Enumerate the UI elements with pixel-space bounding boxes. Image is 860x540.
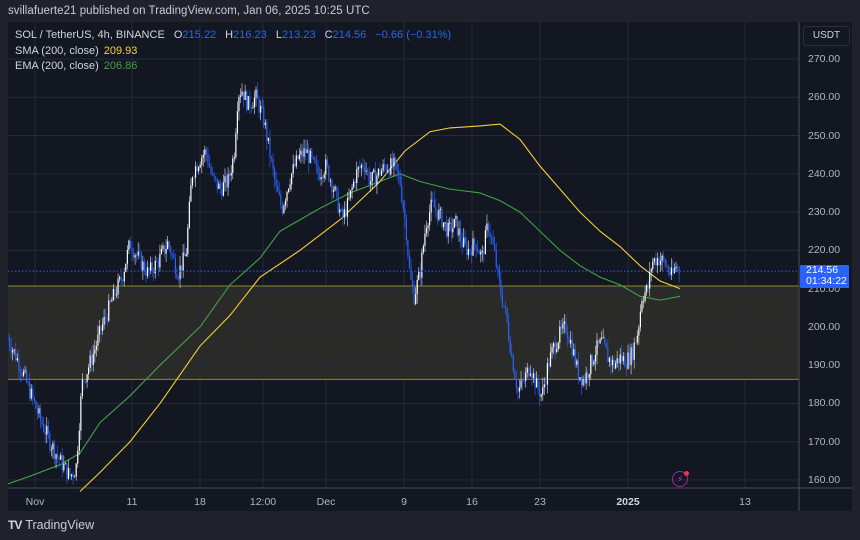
time-tick-label: Nov: [25, 496, 45, 508]
publish-info: svillafuerte21 published on TradingView.…: [8, 5, 370, 17]
chart-pane[interactable]: [8, 22, 852, 511]
price-tick-label: 160.00: [808, 474, 841, 486]
time-tick-label: 16: [466, 496, 478, 508]
time-tick-label: Dec: [316, 496, 336, 508]
tv-logo-icon: TV: [8, 518, 22, 532]
price-tick-label: 200.00: [808, 320, 841, 333]
last-price-label: 214.56 01:34:22: [800, 265, 849, 288]
time-tick-label: 23: [534, 496, 546, 508]
price-tick-label: 240.00: [808, 167, 841, 180]
price-tick-label: 220.00: [808, 244, 841, 257]
bar-countdown: 01:34:22: [806, 275, 847, 287]
time-tick-label: 9: [401, 496, 407, 508]
price-tick-label: 230.00: [808, 206, 841, 219]
lightning-icon[interactable]: ⚡: [672, 471, 688, 487]
price-tick-label: 270.00: [808, 53, 841, 65]
notification-dot: [684, 471, 689, 476]
price-tick-label: 180.00: [808, 397, 841, 410]
last-price-value: 214.56: [806, 264, 839, 276]
price-tick-label: 250.00: [808, 129, 841, 142]
brand-name: TradingView: [25, 518, 95, 532]
time-tick-label: 12:00: [249, 496, 277, 508]
price-tick-label: 260.00: [808, 91, 841, 104]
time-tick-label: 13: [739, 496, 751, 508]
time-tick-label: 11: [126, 496, 138, 508]
time-tick-label: 18: [194, 496, 206, 508]
price-tick-label: 170.00: [808, 435, 841, 448]
price-tick-label: 190.00: [808, 359, 841, 372]
time-tick-label: 2025: [616, 496, 640, 508]
price-chart-canvas[interactable]: [8, 22, 852, 511]
tradingview-logo[interactable]: TV TradingView: [8, 518, 94, 532]
currency-button[interactable]: USDT: [803, 26, 850, 46]
